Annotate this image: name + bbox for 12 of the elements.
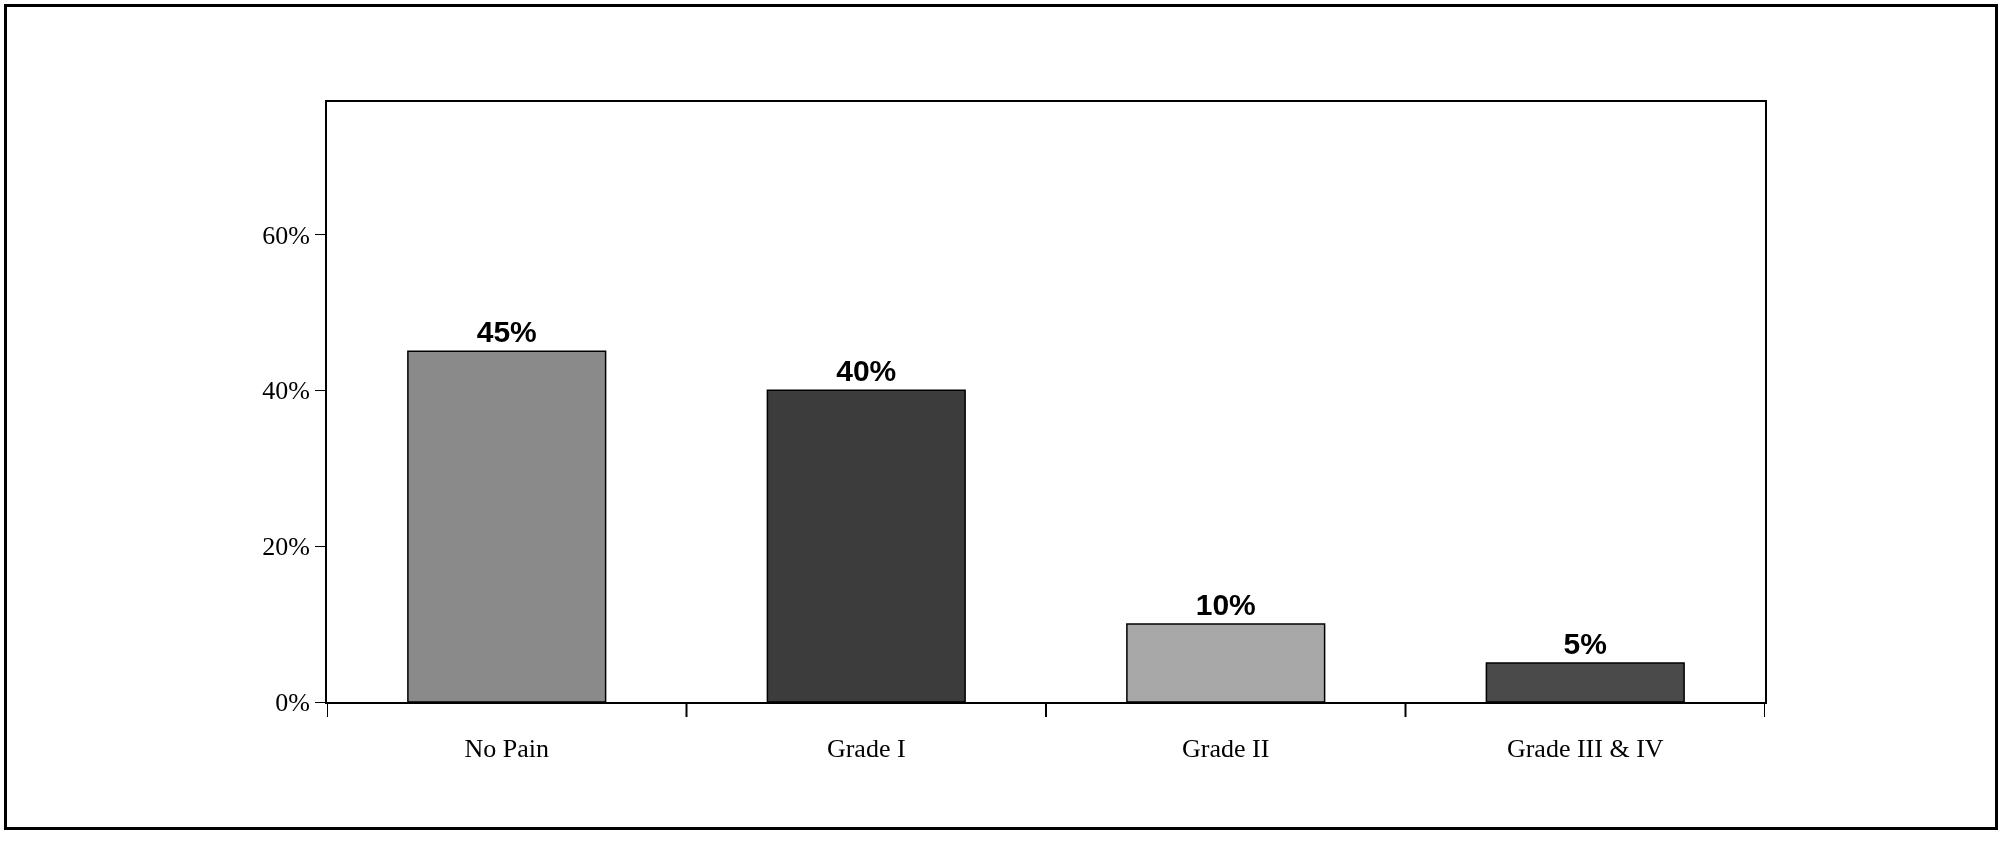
y-tick-label: 60% bbox=[262, 220, 310, 250]
data-label: 10% bbox=[1195, 588, 1256, 622]
data-label: 40% bbox=[836, 354, 897, 388]
data-label: 5% bbox=[1563, 627, 1607, 661]
x-tick-label: Grade II bbox=[1182, 734, 1270, 764]
y-tick-label: 20% bbox=[262, 532, 310, 562]
x-tick-label: Grade III & IV bbox=[1506, 734, 1664, 764]
y-tick-label: 0% bbox=[275, 688, 310, 718]
data-label: 45% bbox=[476, 315, 537, 349]
x-tick-label: Grade I bbox=[826, 734, 906, 764]
x-tick-label: No Pain bbox=[464, 734, 549, 764]
y-tick-label: 40% bbox=[262, 376, 310, 406]
